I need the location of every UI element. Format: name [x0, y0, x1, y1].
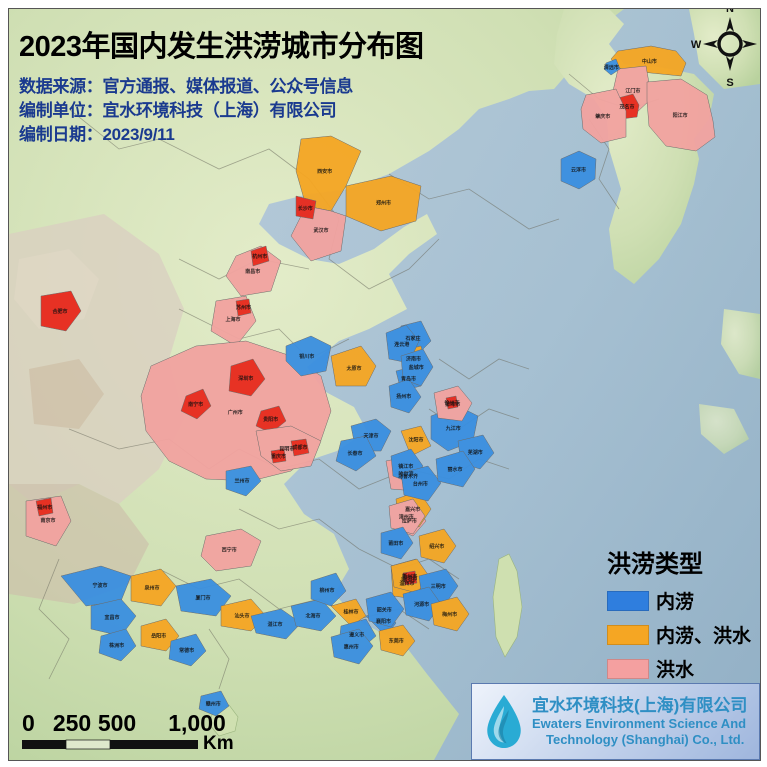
- svg-text:福州市: 福州市: [36, 504, 52, 511]
- svg-text:芜湖市: 芜湖市: [468, 449, 483, 456]
- svg-text:S: S: [726, 77, 733, 89]
- svg-text:莆田市: 莆田市: [388, 540, 403, 547]
- svg-text:N: N: [726, 9, 734, 15]
- svg-text:西宁市: 西宁市: [222, 547, 237, 554]
- svg-text:九江市: 九江市: [445, 425, 461, 432]
- svg-text:W: W: [691, 39, 702, 51]
- svg-text:云浮市: 云浮市: [571, 167, 586, 174]
- svg-text:惠州市: 惠州市: [344, 643, 359, 650]
- svg-text:长春市: 长春市: [347, 450, 362, 457]
- svg-text:岳阳市: 岳阳市: [151, 632, 166, 639]
- svg-text:郑州市: 郑州市: [376, 200, 391, 207]
- svg-text:南宁市: 南宁市: [188, 401, 203, 408]
- svg-text:龙岩市: 龙岩市: [401, 575, 417, 582]
- svg-text:长沙市: 长沙市: [298, 205, 313, 212]
- svg-text:中山市: 中山市: [642, 58, 657, 65]
- svg-text:连云港: 连云港: [394, 341, 410, 348]
- svg-text:成都市: 成都市: [292, 444, 307, 451]
- svg-text:贵阳市: 贵阳市: [263, 416, 278, 423]
- svg-text:漳州市: 漳州市: [399, 513, 414, 520]
- svg-text:沈阳市: 沈阳市: [408, 437, 423, 444]
- svg-text:茂名市: 茂名市: [618, 104, 634, 111]
- svg-text:兰州市: 兰州市: [234, 477, 249, 484]
- svg-text:济南市: 济南市: [406, 355, 421, 362]
- svg-text:银川市: 银川市: [298, 353, 314, 360]
- svg-text:乌鲁木齐: 乌鲁木齐: [398, 473, 419, 480]
- svg-text:江门市: 江门市: [625, 87, 640, 94]
- svg-text:湛江市: 湛江市: [267, 621, 282, 628]
- svg-text:韶关市: 韶关市: [377, 606, 392, 613]
- svg-text:肇庆市: 肇庆市: [595, 113, 610, 120]
- svg-text:深圳市: 深圳市: [238, 375, 253, 382]
- svg-text:北海市: 北海市: [305, 612, 320, 619]
- svg-text:青岛市: 青岛市: [401, 375, 416, 382]
- svg-text:桂林市: 桂林市: [342, 609, 358, 616]
- svg-text:Km: Km: [203, 733, 234, 754]
- svg-text:镇江市: 镇江市: [398, 463, 413, 470]
- svg-text:宜昌市: 宜昌市: [104, 614, 119, 621]
- svg-text:梅州市: 梅州市: [442, 611, 457, 618]
- svg-text:河源市: 河源市: [413, 601, 429, 608]
- svg-text:500: 500: [98, 710, 136, 736]
- svg-text:汕头市: 汕头市: [234, 612, 249, 619]
- svg-text:常德市: 常德市: [179, 647, 194, 654]
- svg-text:广州市: 广州市: [228, 409, 243, 416]
- svg-text:重庆市: 重庆市: [271, 453, 286, 460]
- svg-text:太原市: 太原市: [345, 365, 361, 372]
- svg-text:天津市: 天津市: [363, 432, 378, 439]
- svg-text:西安市: 西安市: [317, 168, 332, 175]
- svg-text:嘉兴市: 嘉兴市: [404, 506, 420, 513]
- svg-text:盐城市: 盐城市: [409, 364, 424, 371]
- svg-text:南京市: 南京市: [40, 517, 55, 524]
- svg-text:泉州市: 泉州市: [143, 584, 159, 591]
- svg-text:合肥市: 合肥市: [51, 308, 67, 315]
- svg-text:上海市: 上海市: [225, 316, 240, 323]
- svg-text:苏州市: 苏州市: [236, 304, 251, 311]
- svg-text:石家庄: 石家庄: [404, 335, 420, 342]
- svg-text:绍兴市: 绍兴市: [429, 543, 444, 550]
- svg-text:襄阳市: 襄阳市: [375, 618, 391, 625]
- svg-text:遵义市: 遵义市: [349, 631, 364, 638]
- svg-text:南昌市: 南昌市: [245, 268, 260, 275]
- svg-text:柳州市: 柳州市: [319, 587, 334, 594]
- svg-text:250: 250: [53, 710, 91, 736]
- svg-text:阳江市: 阳江市: [673, 112, 688, 119]
- svg-text:台州市: 台州市: [413, 480, 428, 487]
- svg-text:株洲市: 株洲市: [109, 642, 124, 649]
- svg-text:厦门市: 厦门市: [195, 594, 210, 601]
- svg-text:赣州市: 赣州市: [206, 700, 221, 707]
- svg-text:三明市: 三明市: [431, 583, 446, 590]
- svg-text:扬州市: 扬州市: [396, 393, 411, 400]
- svg-text:武汉市: 武汉市: [313, 227, 328, 234]
- svg-text:杭州市: 杭州市: [252, 253, 267, 260]
- svg-text:徐州市: 徐州市: [443, 399, 459, 406]
- svg-text:0: 0: [22, 710, 35, 736]
- svg-text:丽水市: 丽水市: [447, 466, 462, 473]
- svg-text:东莞市: 东莞市: [389, 637, 404, 644]
- svg-text:宁波市: 宁波市: [92, 582, 107, 589]
- svg-text:清远市: 清远市: [604, 64, 619, 71]
